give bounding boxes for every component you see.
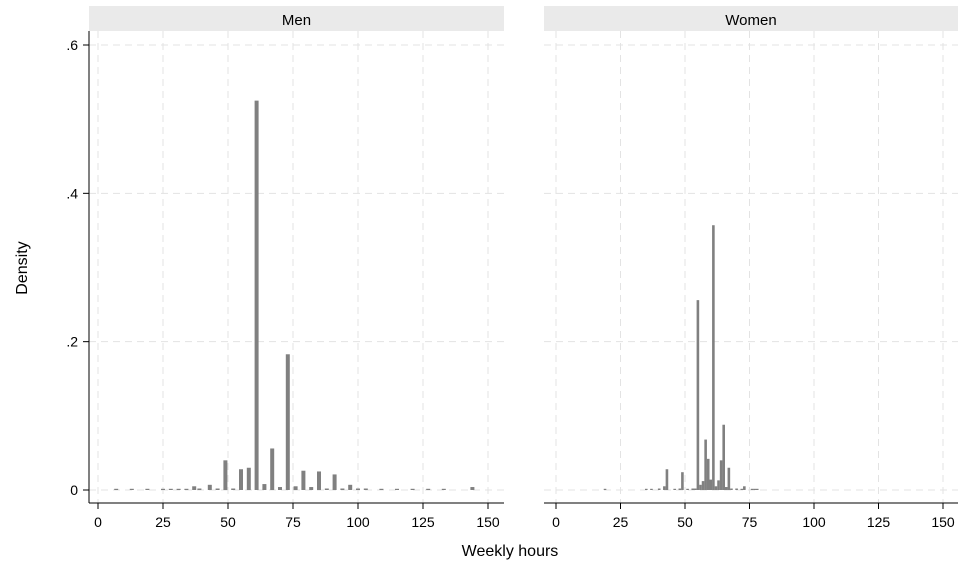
x-tick-label: 125 [867, 514, 891, 530]
histogram-bar [379, 488, 384, 490]
x-tick-label: 100 [346, 514, 370, 530]
x-tick-label: 75 [742, 514, 758, 530]
histogram-bar [395, 488, 399, 490]
histogram-bar [678, 488, 682, 490]
y-tick-label: 0 [70, 482, 78, 498]
histogram-bar [701, 481, 705, 490]
histogram-bar [694, 488, 697, 490]
histogram-bar [161, 488, 165, 490]
x-tick-label: 25 [155, 514, 171, 530]
histogram-bar [645, 488, 648, 490]
panel-title: Women [725, 12, 776, 29]
x-tick-label: 50 [220, 514, 236, 530]
histogram-bar [239, 469, 243, 490]
histogram-bar [278, 487, 282, 490]
histogram-bar [714, 486, 718, 490]
panel-men: Men 0 25 50 75 100 125 150 0 .2 .4 .6 [66, 6, 504, 530]
y-tick-label: .2 [66, 334, 78, 350]
histogram-bar [192, 486, 197, 490]
histogram-bar [743, 486, 746, 490]
histogram-bar [168, 488, 173, 490]
histogram-bar [699, 484, 702, 490]
x-tick-label: 150 [476, 514, 500, 530]
histogram-bar [254, 100, 259, 490]
histogram-bar [340, 488, 345, 490]
histogram-bar [309, 487, 314, 490]
histogram-bar [363, 488, 368, 490]
histogram-bar [207, 484, 212, 490]
histogram-bar [114, 488, 119, 490]
histogram-bar [735, 488, 738, 490]
histogram-bar [270, 448, 275, 490]
histogram-bar [709, 479, 713, 490]
y-axis-title: Density [14, 241, 31, 294]
histogram-bar [681, 472, 684, 490]
histogram-bar [727, 467, 731, 490]
histogram-bar [129, 488, 134, 490]
histogram-bar [231, 488, 236, 490]
histogram-bar [712, 225, 715, 490]
histogram-bar [722, 424, 725, 490]
histogram-bar [176, 488, 181, 490]
histogram-bar [215, 488, 220, 490]
x-axis-title: Weekly hours [462, 543, 559, 560]
histogram-bar [317, 471, 321, 490]
histogram-bar [293, 486, 298, 490]
x-tick-label: 75 [285, 514, 301, 530]
histogram-bar [285, 354, 290, 490]
histogram-bar [663, 486, 666, 490]
histogram-bar [470, 487, 475, 490]
histogram-bar [755, 488, 759, 490]
histogram-bar [717, 480, 720, 490]
histogram-bar [356, 488, 360, 490]
x-tick-label: 25 [613, 514, 629, 530]
histogram-bar [426, 488, 431, 490]
histogram-bar [696, 300, 700, 490]
x-tick-label: 125 [411, 514, 435, 530]
histogram-bar [691, 488, 695, 490]
histogram-bar [673, 488, 676, 490]
y-tick-label: .4 [66, 185, 78, 201]
histogram-bar [753, 488, 756, 490]
histogram-bar [262, 484, 267, 490]
histogram-bar [719, 460, 723, 490]
histogram-bar [603, 488, 607, 490]
x-tick-label: 100 [802, 514, 826, 530]
y-tick-label: .6 [66, 37, 78, 53]
panel-strip [89, 6, 504, 31]
panel-women: Women 0 25 50 75 100 125 150 [544, 6, 958, 530]
histogram-bar [348, 484, 353, 490]
histogram-bar [197, 488, 202, 490]
histogram-bar [332, 474, 337, 490]
histogram-bar [301, 470, 306, 490]
x-tick-label: 50 [677, 514, 693, 530]
panel-strip [544, 6, 958, 31]
histogram-bar [441, 488, 446, 490]
histogram-bar [657, 488, 661, 490]
histogram-bar [750, 488, 754, 490]
histogram-bar [223, 460, 228, 490]
histogram-bar [730, 488, 733, 490]
histogram-bar [686, 488, 689, 490]
histogram-bar [724, 487, 728, 490]
histogram-bar [704, 439, 707, 490]
histogram-bar [665, 469, 669, 490]
histogram-bar [246, 467, 251, 490]
histogram-bar [740, 488, 744, 490]
histogram-bar [145, 488, 150, 490]
histogram-bar [410, 488, 415, 490]
x-tick-label: 0 [94, 514, 102, 530]
panel-title: Men [282, 12, 311, 29]
x-tick-label: 150 [931, 514, 955, 530]
histogram-bar [650, 488, 653, 490]
histogram-bar [184, 488, 189, 490]
x-tick-label: 0 [552, 514, 560, 530]
histogram-bar [324, 488, 329, 490]
histogram-bar [706, 458, 710, 490]
